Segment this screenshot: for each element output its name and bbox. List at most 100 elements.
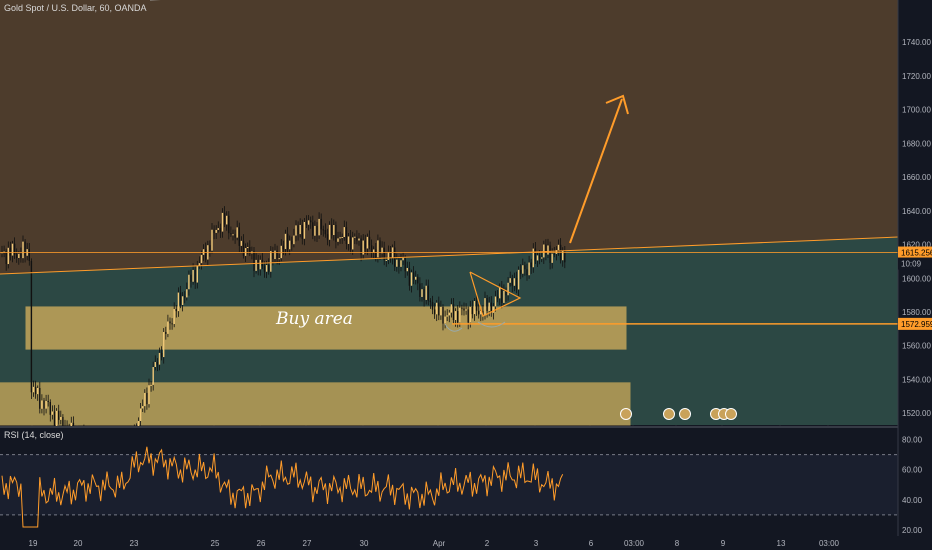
time-tick-label: 20 <box>74 539 83 548</box>
candle-body <box>553 253 555 255</box>
time-tick-label: 19 <box>29 539 38 548</box>
candle-body <box>454 311 457 321</box>
forecast-arrow <box>569 98 623 244</box>
candle-body <box>160 352 163 358</box>
candle-body <box>165 332 167 334</box>
candle-body <box>24 241 26 256</box>
candle-body <box>274 250 276 260</box>
candle-body <box>415 276 417 280</box>
time-tick-label: 3 <box>534 539 539 548</box>
candle-body <box>513 278 516 286</box>
buy-area-label: Buy area <box>276 309 353 329</box>
candle-body <box>272 251 274 260</box>
candle-body <box>545 244 547 255</box>
candle-body <box>442 306 444 324</box>
candle-body <box>387 251 390 260</box>
price-tick-label: 1680.00 <box>902 139 931 148</box>
candle-body <box>228 215 230 234</box>
candle-body <box>328 224 331 240</box>
candle-body <box>247 246 249 249</box>
candle-body <box>303 221 306 239</box>
candle-body <box>9 247 12 256</box>
candle-body <box>324 230 327 235</box>
candle-body <box>339 237 341 239</box>
candle-body <box>417 276 419 284</box>
price-axis-bg <box>898 0 932 550</box>
candle-body <box>49 402 51 415</box>
time-axis[interactable]: 19 20 23 25 26 27 30 Apr 2 3 6 03:00 8 9 13 03:00 <box>0 536 932 550</box>
candle-body <box>276 250 278 259</box>
pattern-arc <box>444 323 463 332</box>
candle-body <box>538 255 541 259</box>
candle-body <box>484 298 486 316</box>
candle-body <box>356 236 358 241</box>
candle-body <box>396 259 398 267</box>
candle-body <box>60 416 62 420</box>
time-tick-label: Apr <box>433 539 446 548</box>
candle-body <box>562 251 564 261</box>
candle-body <box>301 224 303 239</box>
event-icon <box>725 408 737 420</box>
candle-body <box>284 233 287 250</box>
candle-body <box>43 400 45 409</box>
candle-body <box>450 304 453 313</box>
candle-body <box>211 229 213 251</box>
candle-body <box>341 236 343 238</box>
candle-body <box>383 247 385 261</box>
candle-body <box>440 306 442 316</box>
rsi-tick-label: 60.00 <box>902 466 923 475</box>
candle-body <box>486 298 488 311</box>
candle-body <box>268 265 270 272</box>
candle-body <box>30 260 33 393</box>
candle-body <box>421 289 423 297</box>
candle-body <box>517 269 520 290</box>
candle-body <box>366 236 369 249</box>
candle-body <box>423 289 425 300</box>
candle-body <box>543 244 545 258</box>
candle-body <box>55 410 58 427</box>
candle-body <box>154 362 156 368</box>
candle-body <box>158 352 161 365</box>
candle-body <box>503 290 505 303</box>
time-tick-label: 9 <box>721 539 726 548</box>
candle-body <box>219 228 222 232</box>
candle-body <box>13 243 16 255</box>
candle-body <box>410 272 413 286</box>
rsi-tick-label: 40.00 <box>902 496 923 505</box>
candle-body <box>16 254 18 259</box>
candle-body <box>150 384 152 386</box>
price-tag-label: 1615.256 <box>901 249 932 258</box>
candle-body <box>507 282 509 296</box>
candle-body <box>469 306 471 323</box>
price-axis[interactable]: 1520.00 1540.00 1560.00 1580.00 1600.00 1620.… <box>897 0 932 550</box>
candle-body <box>5 251 7 265</box>
candle-body <box>528 262 530 276</box>
time-tick-label: 03:00 <box>819 539 840 548</box>
candle-body <box>492 306 495 313</box>
candle-body <box>335 225 337 242</box>
candle-body <box>457 311 459 323</box>
rsi-title[interactable]: RSI (14, close) <box>4 430 64 440</box>
price-tick-label: 1600.00 <box>902 274 931 283</box>
candle-body <box>282 245 285 250</box>
candle-body <box>448 312 450 316</box>
candle-body <box>370 245 373 253</box>
candle-body <box>28 249 30 261</box>
candle-body <box>431 302 434 310</box>
time-tick-label: 03:00 <box>624 539 645 548</box>
candle-body <box>436 302 438 315</box>
candle-body <box>473 300 476 315</box>
symbol-title[interactable]: Gold Spot / U.S. Dollar, 60, OANDA <box>4 3 147 13</box>
candle-body <box>169 321 171 324</box>
candle-body <box>480 310 482 315</box>
candle-body <box>461 307 463 309</box>
candle-body <box>526 269 528 276</box>
candle-body <box>177 292 180 312</box>
candle-body <box>358 238 360 241</box>
candle-body <box>375 249 377 258</box>
candle-body <box>322 229 324 231</box>
price-tick-label: 1660.00 <box>902 173 931 182</box>
candle-body <box>373 249 375 253</box>
candle-body <box>221 212 224 232</box>
